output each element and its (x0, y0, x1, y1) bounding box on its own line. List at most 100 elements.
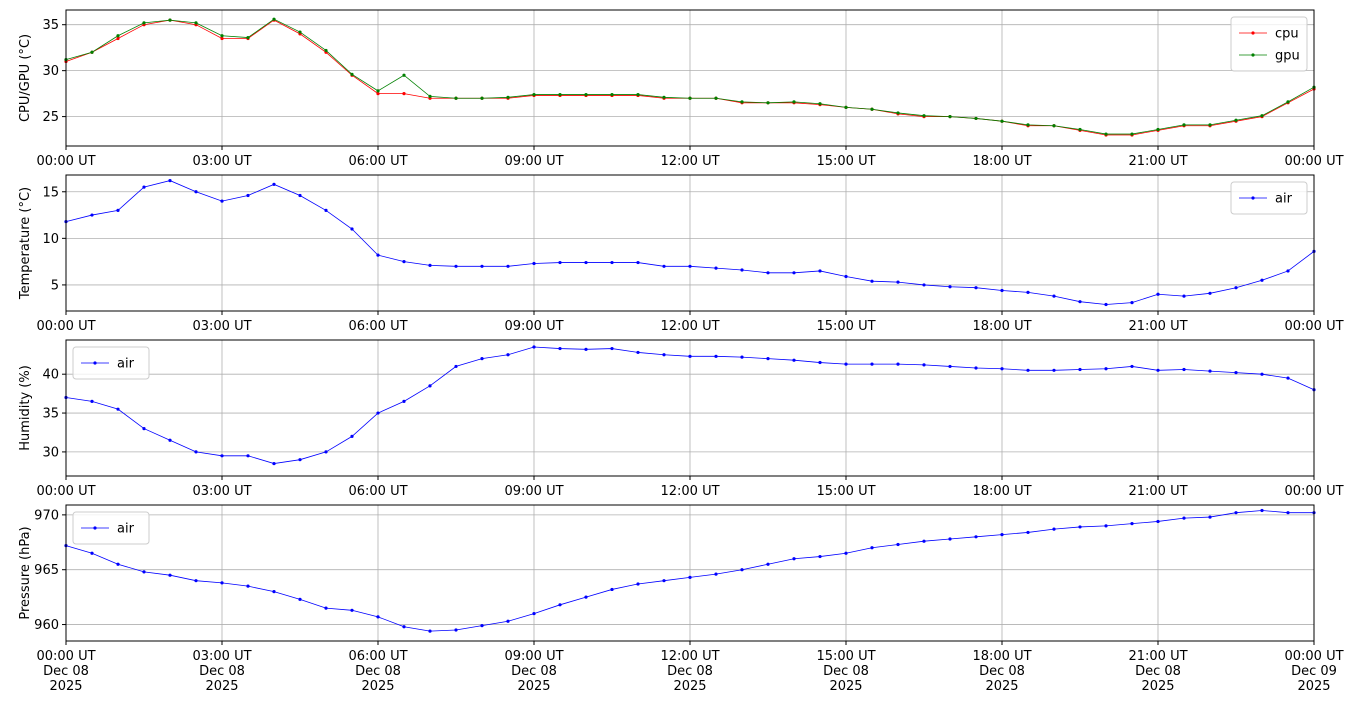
data-point (1000, 367, 1004, 371)
data-point (142, 21, 146, 25)
data-point (272, 461, 276, 466)
data-point (584, 260, 588, 265)
data-point (1000, 533, 1004, 537)
legend-box (72, 511, 150, 545)
data-point (1026, 530, 1030, 535)
data-point (714, 354, 718, 358)
data-point (844, 551, 848, 555)
legend-label: air (117, 522, 135, 537)
data-point (376, 253, 380, 257)
data-point (1182, 516, 1186, 520)
data-point (766, 271, 770, 275)
data-point (246, 584, 250, 588)
x-tick-label: 15:00 UT (816, 484, 875, 499)
x-tick-label: 09:00 UT Dec 08 2025 (504, 649, 563, 694)
data-point (1208, 369, 1212, 373)
data-point (454, 96, 458, 100)
data-point (1286, 511, 1290, 515)
data-point (792, 100, 796, 104)
data-point (844, 274, 848, 279)
data-point (1208, 515, 1212, 519)
data-point (610, 260, 614, 265)
data-point (116, 407, 120, 411)
x-tick-label: 00:00 UT (1284, 319, 1343, 334)
data-point (1052, 124, 1056, 128)
subplot: 30 35 40 00:00 UT 03:00 UT 06:00 UT 09:00 UT 12… (18, 339, 1344, 499)
data-point (610, 92, 614, 97)
subplot: 960 965 970 00:00 UT Dec 08 2025 03:00 UT Dec 0… (18, 504, 1344, 694)
y-tick-label: 30 (42, 64, 59, 79)
data-point (688, 96, 692, 100)
data-point (480, 624, 484, 628)
y-tick-label: 15 (42, 185, 59, 200)
data-point (1104, 132, 1108, 136)
legend-marker (1251, 31, 1255, 35)
legend: air (72, 511, 150, 545)
data-point (1078, 525, 1082, 529)
data-point (1260, 114, 1264, 118)
data-point (116, 562, 120, 566)
legend-marker (1251, 53, 1255, 57)
data-point (1286, 100, 1290, 104)
data-point (818, 360, 822, 365)
axes-frame (65, 174, 1315, 312)
x-tick-label: 00:00 UT Dec 08 2025 (36, 649, 95, 694)
data-point (90, 213, 94, 217)
data-point (142, 185, 146, 189)
data-point (298, 193, 302, 198)
data-point (818, 269, 822, 273)
data-point (1234, 286, 1238, 290)
data-point (324, 450, 328, 454)
data-point (1104, 524, 1108, 528)
data-point (896, 111, 900, 115)
x-tick-label: 00:00 UT (1284, 484, 1343, 499)
data-point (350, 608, 354, 612)
legend-box (72, 346, 150, 380)
data-point (168, 18, 172, 22)
data-point (350, 227, 354, 231)
data-point (922, 539, 926, 543)
data-point (506, 619, 510, 623)
data-point (428, 94, 432, 98)
data-point (766, 357, 770, 361)
y-axis-label: Pressure (hPa) (18, 526, 33, 619)
legend-box (1230, 181, 1308, 215)
data-point (844, 105, 848, 110)
data-point (1286, 269, 1290, 273)
data-point (1260, 508, 1264, 513)
data-point (246, 454, 250, 458)
data-point (272, 182, 276, 186)
data-point (1078, 127, 1082, 132)
data-point (90, 50, 94, 54)
data-point (1234, 371, 1238, 375)
data-point (376, 615, 380, 619)
data-point (298, 30, 302, 34)
data-point (220, 199, 224, 203)
data-point (142, 570, 146, 574)
data-point (662, 353, 666, 357)
data-point (506, 95, 510, 99)
y-axis-label: Temperature (°C) (18, 187, 33, 300)
subplot: 5 10 15 00:00 UT 03:00 UT 06:00 UT 09:00 UT 12:… (18, 174, 1344, 334)
legend-box (1230, 16, 1308, 72)
x-tick-label: 00:00 UT (36, 319, 95, 334)
x-tick-label: 03:00 UT (192, 484, 251, 499)
data-point (870, 362, 874, 366)
data-point (558, 92, 562, 97)
x-tick-label: 06:00 UT (348, 154, 407, 169)
data-point (220, 454, 224, 458)
data-point (90, 551, 94, 555)
x-tick-label: 21:00 UT Dec 08 2025 (1128, 649, 1187, 694)
data-point (428, 263, 432, 267)
data-point (688, 354, 692, 358)
data-point (116, 36, 120, 41)
data-point (532, 261, 536, 266)
data-point (1052, 527, 1056, 531)
legend: air (1230, 181, 1308, 215)
data-point (896, 542, 900, 547)
y-axis-label: CPU/GPU (°C) (18, 34, 33, 122)
data-point (532, 92, 536, 97)
data-point (1000, 119, 1004, 123)
data-point (246, 193, 250, 198)
data-point (818, 102, 822, 106)
